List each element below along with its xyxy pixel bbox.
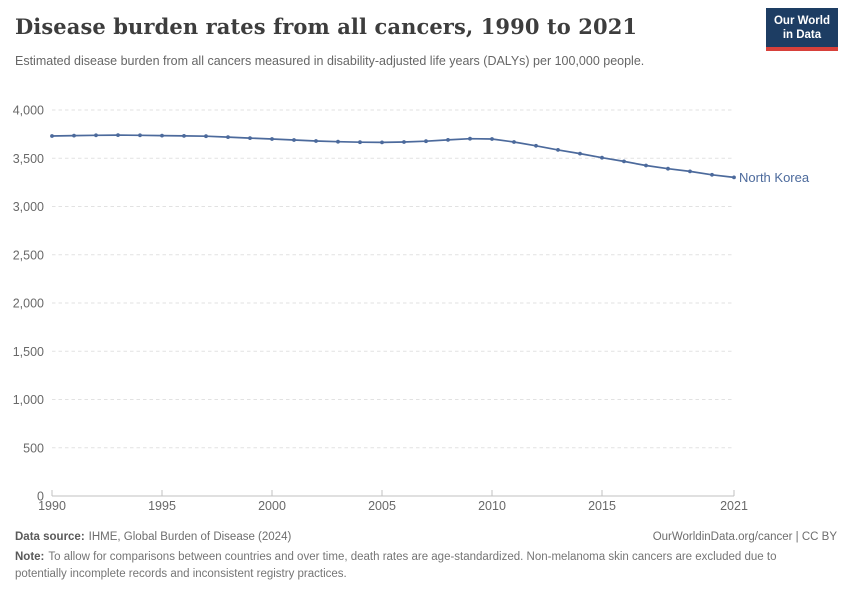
chart-area: 0 500 1,000 1,500 2,000 2,500 3,000 3,500 4,000 1… — [0, 0, 850, 522]
data-point[interactable] — [160, 133, 164, 138]
data-point[interactable] — [600, 155, 604, 160]
x-tick-label: 2015 — [588, 499, 616, 513]
x-tick-label: 2010 — [478, 499, 506, 513]
data-point[interactable] — [468, 136, 472, 141]
data-point[interactable] — [424, 139, 428, 144]
data-point[interactable] — [380, 140, 384, 145]
y-tick-label: 3,500 — [13, 152, 44, 166]
data-point[interactable] — [710, 172, 714, 177]
y-tick-label: 0 — [37, 490, 44, 504]
y-tick-label: 1,500 — [13, 345, 44, 359]
data-point[interactable] — [270, 137, 274, 141]
data-point[interactable] — [116, 133, 120, 138]
data-point[interactable] — [534, 143, 538, 148]
data-point[interactable] — [248, 136, 252, 141]
y-tick-label: 4,000 — [13, 104, 44, 118]
data-source-label: Data source: — [15, 531, 85, 543]
data-point[interactable] — [732, 175, 736, 180]
data-source-value: IHME, Global Burden of Disease (2024) — [88, 531, 292, 543]
data-point[interactable] — [666, 166, 670, 171]
source-row: Data source: IHME, Global Burden of Disea… — [15, 531, 837, 543]
chart-footer: Data source: IHME, Global Burden of Disea… — [15, 531, 837, 582]
y-tick-label: 3,000 — [13, 200, 44, 214]
y-tick-label: 1,000 — [13, 393, 44, 407]
y-tick-label: 500 — [23, 441, 44, 455]
owid-cancer-link[interactable]: OurWorldinData.org/cancer | CC BY — [652, 531, 837, 543]
data-point[interactable] — [72, 133, 76, 138]
data-point[interactable] — [138, 133, 142, 138]
x-tick-label: 2005 — [368, 499, 396, 513]
data-point[interactable] — [622, 159, 626, 164]
note-text: To allow for comparisons between countri… — [15, 551, 777, 580]
data-point[interactable] — [578, 151, 582, 156]
owid-logo-line2: in Data — [782, 29, 822, 41]
page-title: Disease burden rates from all cancers, 1… — [15, 14, 638, 39]
note-label: Note: — [15, 551, 45, 563]
y-tick-label: 2,000 — [13, 297, 44, 311]
chart-note: Note: To allow for comparisons between co… — [15, 549, 783, 582]
data-source: Data source: IHME, Global Burden of Disea… — [15, 531, 291, 543]
data-point[interactable] — [204, 134, 208, 139]
y-tick-label: 2,500 — [13, 248, 44, 262]
data-point[interactable] — [402, 140, 406, 144]
data-point[interactable] — [226, 135, 230, 140]
line-chart-canvas[interactable]: 0 500 1,000 1,500 2,000 2,500 3,000 3,500 4,000 1… — [0, 0, 850, 522]
data-point[interactable] — [644, 163, 648, 168]
data-point[interactable] — [358, 140, 362, 145]
x-tick-label: 1990 — [38, 499, 66, 513]
owid-logo-line1: Our World — [773, 15, 830, 27]
chart-subtitle: Estimated disease burden from all cancer… — [15, 54, 645, 68]
data-point[interactable] — [556, 148, 560, 152]
data-point[interactable] — [292, 138, 296, 142]
data-point[interactable] — [688, 169, 692, 174]
data-point[interactable] — [512, 140, 516, 144]
x-tick-label: 2000 — [258, 499, 286, 513]
data-point[interactable] — [490, 137, 494, 141]
data-point[interactable] — [336, 139, 340, 144]
x-tick-label: 1995 — [148, 499, 176, 513]
data-point[interactable] — [50, 134, 54, 138]
data-point[interactable] — [182, 134, 186, 138]
data-point[interactable] — [446, 138, 450, 142]
owid-logo: Our World in Data — [765, 8, 838, 51]
data-point[interactable] — [94, 133, 98, 138]
data-point[interactable] — [314, 139, 318, 143]
x-tick-label: 2021 — [720, 499, 748, 513]
series-label[interactable]: North Korea — [739, 170, 810, 185]
series-line[interactable] — [51, 134, 735, 179]
